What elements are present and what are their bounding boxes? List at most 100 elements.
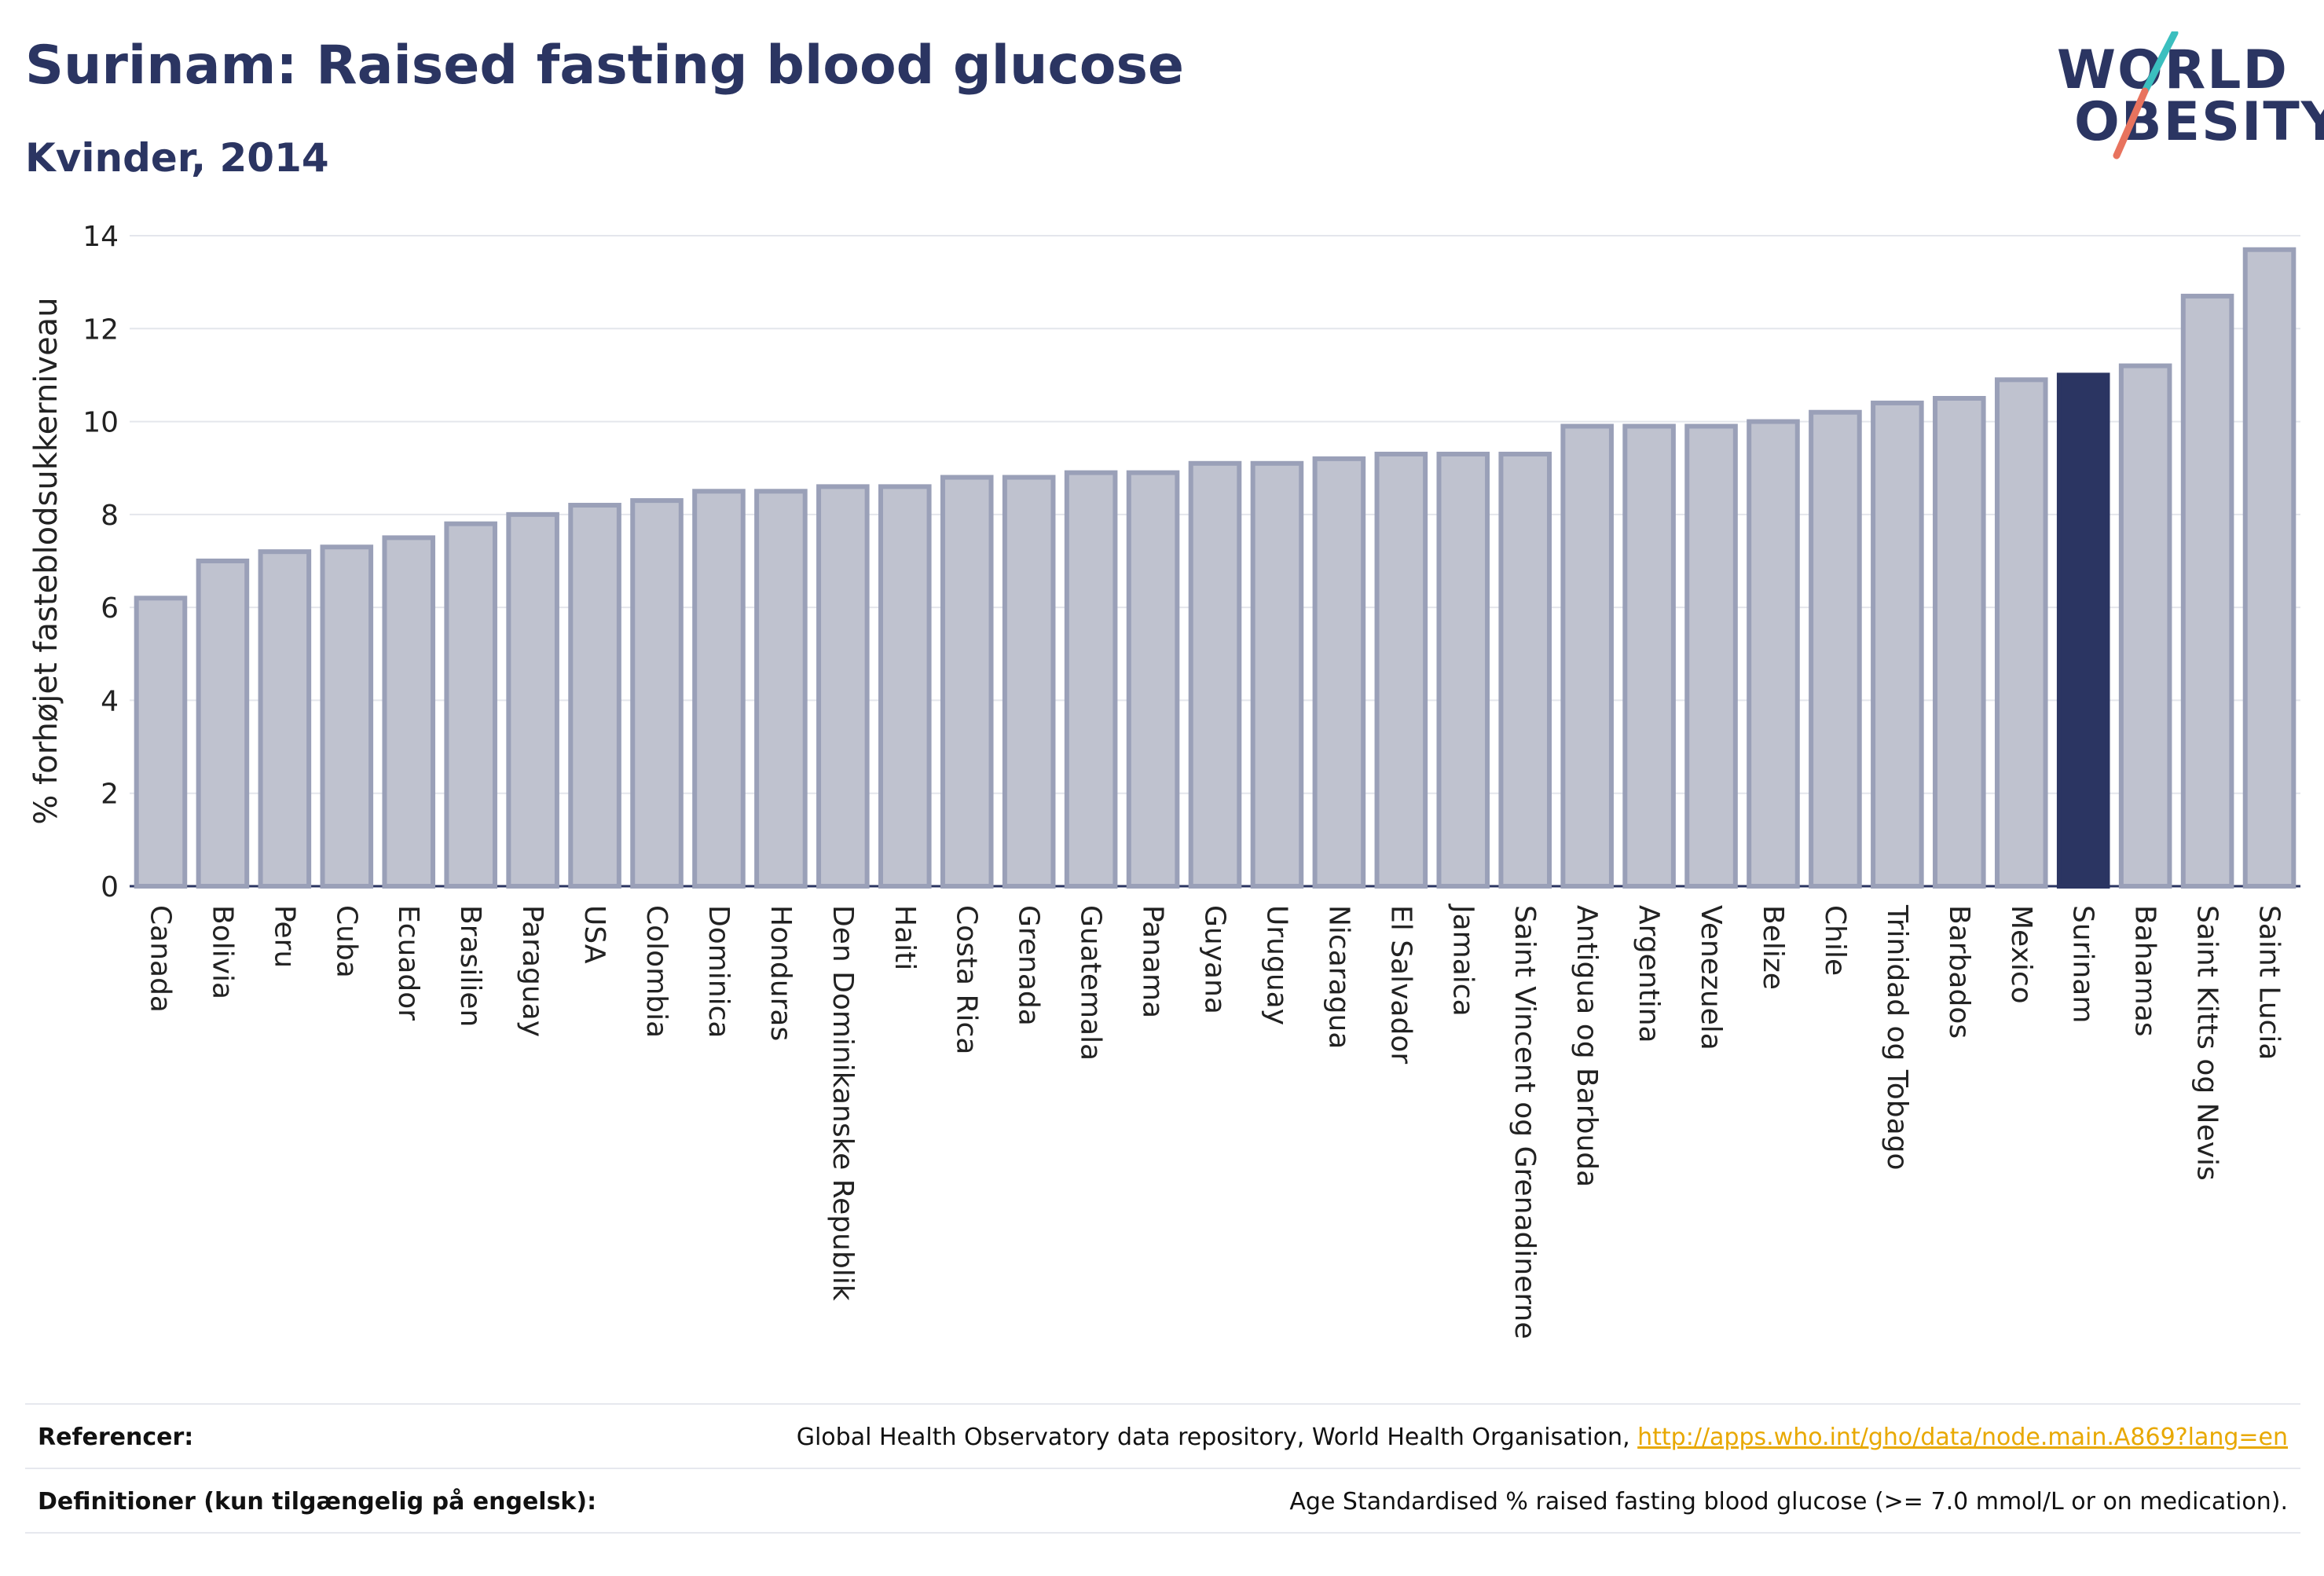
y-tick-label: 14 — [82, 221, 119, 253]
bar — [754, 489, 808, 889]
bar — [1498, 451, 1552, 889]
x-tick-label: Colombia — [640, 905, 673, 1038]
footer-divider-top — [25, 1403, 2300, 1405]
y-axis-ticks: 0 2 4 6 8 10 12 14 — [82, 221, 119, 903]
bar — [1002, 475, 1056, 889]
x-tick-label: Peru — [268, 905, 300, 968]
bar — [816, 484, 870, 889]
x-tick-label: Argentina — [1633, 905, 1665, 1043]
x-tick-label: Dominica — [702, 905, 735, 1039]
definitions-text: Age Standardised % raised fasting blood … — [1289, 1488, 2288, 1516]
y-tick-label: 4 — [101, 685, 119, 717]
bar — [134, 596, 188, 889]
world-obesity-logo: WORLD OBESITY — [2043, 31, 2324, 173]
references-text: Global Health Observatory data repositor… — [796, 1424, 1638, 1451]
y-tick-label: 12 — [82, 313, 119, 346]
bar — [382, 535, 436, 889]
bar-highlighted — [2056, 372, 2110, 889]
y-tick-label: 0 — [101, 871, 119, 903]
bar — [1871, 400, 1924, 889]
x-tick-label: Cuba — [330, 905, 362, 978]
x-tick-label: Den Dominikanske Republik — [827, 905, 859, 1301]
x-tick-label: Haiti — [889, 905, 921, 970]
bar — [1374, 451, 1428, 889]
x-tick-label: Chile — [1819, 905, 1851, 976]
x-tick-label: Belize — [1757, 905, 1789, 990]
x-tick-label: Surinam — [2067, 905, 2099, 1023]
x-tick-label: Panama — [1137, 905, 1169, 1018]
logo-slash-icon — [2113, 31, 2179, 159]
bar — [320, 544, 374, 889]
bar — [2180, 293, 2234, 889]
bar — [1560, 423, 1614, 889]
bar — [1684, 423, 1738, 889]
x-tick-label: Antigua og Barbuda — [1571, 905, 1603, 1187]
bar — [1188, 460, 1242, 889]
x-tick-label: Jamaica — [1446, 903, 1479, 1017]
bar — [1126, 470, 1180, 889]
bar — [1747, 419, 1800, 889]
bar — [568, 503, 621, 889]
x-tick-label: Saint Lucia — [2253, 905, 2286, 1060]
footer-definitions-row: Definitioner (kun tilgængelig på engelsk… — [25, 1488, 2300, 1523]
bar-chart: 0 2 4 6 8 10 12 14 Canada Bolivia Peru Cuba Ecuador… — [28, 221, 2300, 1339]
x-tick-label: Uruguay — [1260, 905, 1292, 1025]
y-tick-label: 10 — [82, 407, 119, 439]
bar — [878, 484, 932, 889]
bar — [1622, 423, 1676, 889]
x-tick-label: Nicaragua — [1322, 905, 1354, 1049]
bar — [196, 559, 250, 889]
x-tick-label: Paraguay — [516, 905, 548, 1037]
y-axis-label: % forhøjet fasteblodsukkerniveau — [28, 297, 64, 824]
y-tick-label: 2 — [101, 779, 119, 811]
bar — [1436, 451, 1490, 889]
bar — [940, 475, 994, 889]
x-tick-label: Guatemala — [1075, 905, 1107, 1061]
x-tick-label: Saint Vincent og Grenadinerne — [1508, 905, 1541, 1339]
x-tick-label: Venezuela — [1695, 905, 1727, 1050]
logo-line2: OBESITY — [2074, 91, 2324, 153]
x-tick-label: USA — [578, 905, 610, 964]
x-tick-label: El Salvador — [1384, 905, 1417, 1064]
x-axis-ticks: Canada Bolivia Peru Cuba Ecuador Brasilien Par… — [144, 903, 2285, 1339]
bar — [630, 498, 684, 889]
x-tick-label: Bahamas — [2129, 905, 2161, 1037]
chart-bars — [134, 247, 2297, 889]
x-tick-label: Bolivia — [206, 905, 238, 999]
bar — [692, 489, 746, 889]
logo-line1: WORLD — [2057, 39, 2289, 101]
references-value: Global Health Observatory data repositor… — [797, 1424, 2288, 1451]
bar — [1994, 377, 2048, 889]
bar — [1312, 456, 1366, 889]
x-tick-label: Mexico — [2005, 905, 2037, 1004]
references-label: Referencer: — [38, 1424, 194, 1451]
definitions-label: Definitioner (kun tilgængelig på engelsk… — [38, 1488, 597, 1516]
bar — [1250, 460, 1304, 889]
bar — [1809, 409, 1862, 889]
x-tick-label: Grenada — [1013, 905, 1045, 1026]
x-tick-label: Honduras — [764, 905, 797, 1041]
x-tick-label: Ecuador — [392, 905, 424, 1021]
page-title: Surinam: Raised fasting blood glucose — [25, 35, 1185, 97]
x-tick-label: Guyana — [1199, 905, 1231, 1014]
bar — [1933, 396, 1986, 889]
bar — [258, 549, 312, 889]
x-tick-label: Canada — [144, 905, 176, 1013]
y-tick-label: 8 — [101, 500, 119, 532]
bar — [2118, 363, 2172, 889]
x-tick-label: Trinidad og Tobago — [1881, 904, 1913, 1171]
x-tick-label: Brasilien — [454, 905, 486, 1027]
references-link[interactable]: http://apps.who.int/gho/data/node.main.A… — [1637, 1424, 2288, 1451]
footer-divider-middle — [25, 1468, 2300, 1469]
page-subtitle: Kvinder, 2014 — [25, 135, 329, 181]
y-tick-label: 6 — [101, 592, 119, 625]
x-tick-label: Saint Kitts og Nevis — [2191, 905, 2223, 1181]
footer-divider-bottom — [25, 1532, 2300, 1534]
x-tick-label: Barbados — [1943, 905, 1975, 1039]
bar — [2242, 247, 2297, 889]
x-tick-label: Costa Rica — [951, 905, 983, 1054]
footer-references-row: Referencer: Global Health Observatory da… — [25, 1424, 2300, 1458]
bar — [444, 521, 497, 889]
bar — [1064, 470, 1118, 889]
bar — [506, 511, 559, 889]
